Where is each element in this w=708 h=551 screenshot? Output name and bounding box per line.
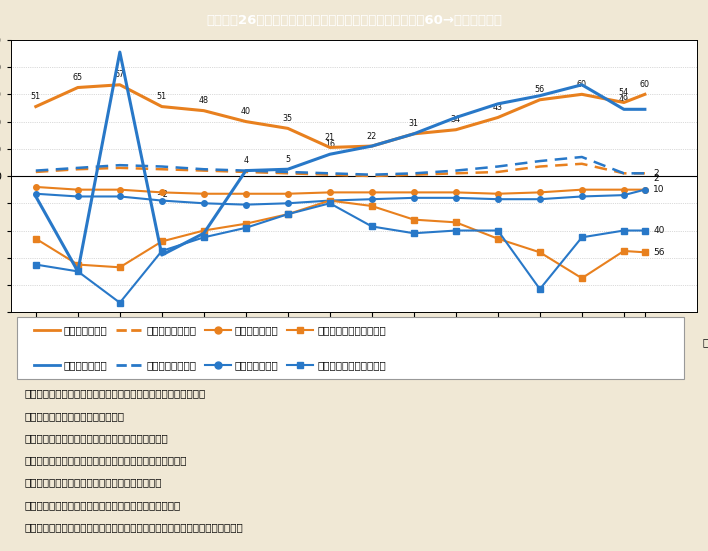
Text: 21: 21 xyxy=(325,133,335,142)
Text: 48: 48 xyxy=(199,96,209,105)
Text: 22: 22 xyxy=(367,132,377,141)
Text: 54: 54 xyxy=(619,88,629,97)
Text: 56: 56 xyxy=(535,85,545,94)
Text: ３．　圈域は，以下の通り分類している。: ３． 圈域は，以下の通り分類している。 xyxy=(24,433,168,443)
Text: 2: 2 xyxy=(653,174,659,183)
Text: 2: 2 xyxy=(653,169,659,178)
Text: 51: 51 xyxy=(30,92,41,101)
Text: −2: −2 xyxy=(156,190,168,199)
Text: 16: 16 xyxy=(325,140,335,149)
Text: （備考）１．　総務省「住民基本台帳人口移動報告」より作成。: （備考）１． 総務省「住民基本台帳人口移動報告」より作成。 xyxy=(24,388,205,399)
Text: 49: 49 xyxy=(619,95,629,104)
Text: 35: 35 xyxy=(282,114,293,123)
Text: 65: 65 xyxy=(73,73,83,82)
Text: 56: 56 xyxy=(653,248,665,257)
Text: 東京圈：埼玉県，千葉県，東京都，神奈川県: 東京圈：埼玉県，千葉県，東京都，神奈川県 xyxy=(24,455,187,465)
Text: ２．　日本人移動者の値。: ２． 日本人移動者の値。 xyxy=(24,411,125,421)
Text: Ｉ－特－26図　圈域別の転入超過数の推移（男女別，昭和60→平成２６年）: Ｉ－特－26図 圈域別の転入超過数の推移（男女別，昭和60→平成２６年） xyxy=(206,14,502,27)
Text: 40: 40 xyxy=(241,107,251,116)
Text: 60: 60 xyxy=(577,80,587,89)
Text: 大阪圈：京都府，大阪府，兵庫県，奈良県: 大阪圈：京都府，大阪府，兵庫県，奈良県 xyxy=(24,500,181,510)
Text: 5: 5 xyxy=(285,155,290,164)
FancyBboxPatch shape xyxy=(18,317,684,379)
Text: 67: 67 xyxy=(115,70,125,79)
Text: 43: 43 xyxy=(493,103,503,112)
Text: 三大都市圈以外：東京圈，名古屋圈及び大阪圈に含まれない道県: 三大都市圈以外：東京圈，名古屋圈及び大阪圈に含まれない道県 xyxy=(24,522,243,532)
Text: 31: 31 xyxy=(409,119,419,128)
Legend: 東京圈（男性）, 名古屋圈（男性）, 大阪圈（男性）, 三大都市圈以外（男性）: 東京圈（男性）, 名古屋圈（男性）, 大阪圈（男性）, 三大都市圈以外（男性） xyxy=(30,356,390,375)
Text: 名古屋圈：岐阜県，愛知県，三重県: 名古屋圈：岐阜県，愛知県，三重県 xyxy=(24,478,162,488)
Text: （年）: （年） xyxy=(703,337,708,347)
Text: 60: 60 xyxy=(640,80,650,89)
Text: 40: 40 xyxy=(653,226,665,235)
Text: 51: 51 xyxy=(156,92,167,101)
Text: 34: 34 xyxy=(451,115,461,124)
Text: 10: 10 xyxy=(653,185,665,194)
Text: 4: 4 xyxy=(244,156,249,165)
